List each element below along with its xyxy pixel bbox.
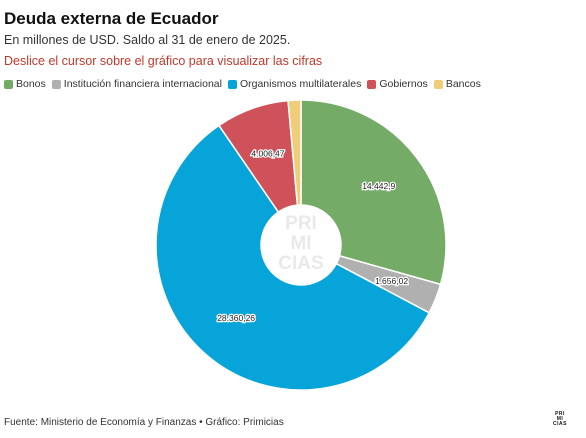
slice-bancos[interactable] [287,99,302,206]
chart-legend: Bonos Institución financiera internacion… [4,78,481,90]
watermark-line: PRI [285,213,317,234]
chart-subtitle: En millones de USD. Saldo al 31 de enero… [4,33,291,47]
legend-label: Bancos [445,78,481,90]
data-label-gobiernos: 4.006,47 [251,148,284,158]
legend-item-organismos[interactable]: Organismos multilaterales [227,78,362,90]
logo-line: MI [556,416,564,422]
slice-organismos[interactable] [155,124,431,391]
watermark-line: MI [290,233,311,254]
legend-swatch [227,79,237,89]
legend-swatch [51,79,61,89]
legend-label: Bonos [16,78,46,90]
legend-item-gobiernos[interactable]: Gobiernos [367,78,428,90]
chart-source: Fuente: Ministerio de Economía y Finanza… [4,417,284,428]
slice-bonos[interactable] [300,99,447,286]
logo-line: CIAS [553,421,567,427]
data-label-bonos: 14.442,9 [362,181,395,191]
hover-instruction: Deslice el cursor sobre el gráfico para … [4,54,323,68]
legend-item-institucion[interactable]: Institución financiera internacional [51,78,222,90]
legend-swatch [433,79,443,89]
brand-logo: PRI MI CIAS [553,412,567,427]
data-label-institucion: 1.656,02 [375,276,408,286]
legend-swatch [367,79,377,89]
chart-title: Deuda externa de Ecuador [4,9,219,28]
legend-label: Institución financiera internacional [63,78,222,90]
legend-label: Organismos multilaterales [239,78,362,90]
legend-swatch [4,79,13,89]
logo-line: PRI [555,411,565,417]
watermark-line: CIAS [278,253,323,274]
legend-item-bancos[interactable]: Bancos [433,78,481,90]
legend-item-bonos[interactable]: Bonos [4,78,46,90]
data-label-organismos: 28.360,26 [217,313,255,323]
legend-label: Gobiernos [379,78,428,90]
